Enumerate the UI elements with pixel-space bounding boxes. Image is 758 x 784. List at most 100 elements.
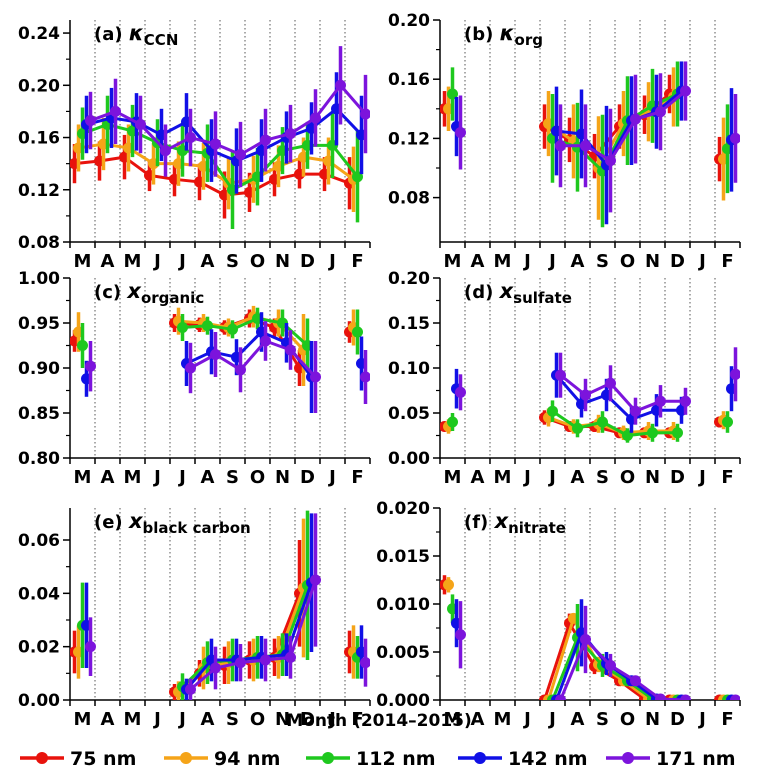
- y-tick-label: 0.90: [18, 359, 60, 379]
- month-label: N: [645, 709, 660, 730]
- legend-swatch-marker: [36, 752, 48, 764]
- data-point: [235, 657, 246, 669]
- month-label: F: [351, 251, 363, 272]
- series-line: [289, 579, 317, 658]
- y-tick-label: 0.04: [18, 584, 60, 604]
- y-tick-label: 0.06: [18, 531, 60, 551]
- month-label: S: [226, 709, 239, 730]
- panel-c: 0.800.850.900.951.00M A M J J A S O N D J F(c) xorg…: [18, 269, 371, 488]
- data-point: [680, 85, 691, 97]
- y-tick-label: 0.00: [18, 691, 60, 711]
- panel-title: (f) xnitrate: [464, 509, 566, 537]
- series-line: [543, 622, 571, 700]
- data-point: [555, 140, 566, 152]
- y-tick-label: 1.00: [18, 269, 60, 289]
- data-point: [310, 574, 321, 586]
- data-point: [597, 416, 608, 428]
- legend-item: 171 nm: [606, 748, 736, 770]
- month-label: A: [201, 251, 215, 272]
- month-label: A: [471, 251, 485, 272]
- series-line: [547, 617, 575, 700]
- y-tick-label: 0.005: [376, 643, 430, 663]
- month-label: N: [645, 467, 660, 488]
- x-axis-label: Month (2014–2015): [286, 711, 472, 731]
- data-point: [260, 134, 271, 146]
- month-label: D: [670, 251, 685, 272]
- y-tick-label: 0.16: [388, 70, 430, 90]
- month-label: J: [522, 251, 531, 272]
- data-point: [135, 118, 146, 130]
- month-label: J: [697, 251, 706, 272]
- month-label: J: [152, 709, 161, 730]
- data-point: [447, 416, 458, 428]
- data-point: [730, 368, 740, 380]
- month-label: J: [327, 709, 336, 730]
- month-label: M: [74, 251, 92, 272]
- data-point: [85, 641, 96, 653]
- month-label: M: [74, 467, 92, 488]
- data-point: [227, 323, 238, 335]
- y-tick-label: 0.000: [376, 691, 430, 711]
- data-point: [285, 651, 296, 663]
- month-label: A: [571, 709, 585, 730]
- month-label: F: [351, 709, 363, 730]
- y-tick-label: 0.020: [376, 499, 430, 519]
- data-point: [185, 683, 196, 695]
- series-group: [440, 61, 740, 228]
- data-point: [235, 149, 246, 161]
- y-tick-label: 0.015: [376, 547, 430, 567]
- month-label: J: [547, 709, 556, 730]
- data-point: [630, 113, 641, 125]
- month-label: J: [177, 467, 186, 488]
- month-label: F: [721, 709, 733, 730]
- y-tick-label: 0.95: [18, 314, 60, 334]
- month-label: M: [494, 467, 512, 488]
- month-label: S: [226, 467, 239, 488]
- legend-swatch-marker: [474, 752, 486, 764]
- month-label: S: [596, 709, 609, 730]
- month-label: A: [101, 467, 115, 488]
- data-point: [85, 115, 96, 127]
- legend-swatch-marker: [322, 752, 334, 764]
- data-point: [185, 132, 196, 144]
- month-label: M: [444, 251, 462, 272]
- data-point: [455, 126, 466, 138]
- data-point: [335, 79, 346, 91]
- data-point: [235, 364, 246, 376]
- month-label: S: [596, 467, 609, 488]
- month-label: A: [101, 709, 115, 730]
- y-tick-label: 0.20: [388, 11, 430, 31]
- month-label: A: [101, 251, 115, 272]
- series-line: [609, 382, 637, 413]
- data-point: [260, 654, 271, 666]
- month-label: A: [571, 467, 585, 488]
- month-label: J: [152, 251, 161, 272]
- series-line: [339, 84, 367, 116]
- series-line: [289, 348, 317, 379]
- data-point: [177, 322, 188, 333]
- month-label: J: [522, 467, 531, 488]
- legend: 75 nm 94 nm 112 nm 142 nm 171 nm: [20, 748, 736, 770]
- month-label: S: [596, 251, 609, 272]
- data-point: [455, 629, 466, 641]
- panel-b: 0.080.120.160.20M A M J J A S O N D J F(b) κorg: [388, 11, 741, 272]
- month-label: N: [275, 251, 290, 272]
- series-line: [555, 632, 583, 700]
- data-point: [310, 371, 321, 383]
- panel-title: (a) κCCN: [94, 21, 178, 49]
- series-line: [239, 340, 267, 371]
- series-group: [70, 305, 370, 413]
- month-label: D: [670, 467, 685, 488]
- series-line: [551, 637, 579, 700]
- month-label: D: [670, 709, 685, 730]
- legend-item: 142 nm: [458, 748, 588, 770]
- month-label: F: [721, 251, 733, 272]
- data-point: [580, 634, 591, 646]
- data-point: [285, 128, 296, 140]
- data-point: [260, 335, 271, 347]
- y-tick-label: 0.20: [18, 76, 60, 96]
- data-point: [722, 416, 733, 428]
- month-label: O: [620, 251, 635, 272]
- data-point: [185, 362, 196, 374]
